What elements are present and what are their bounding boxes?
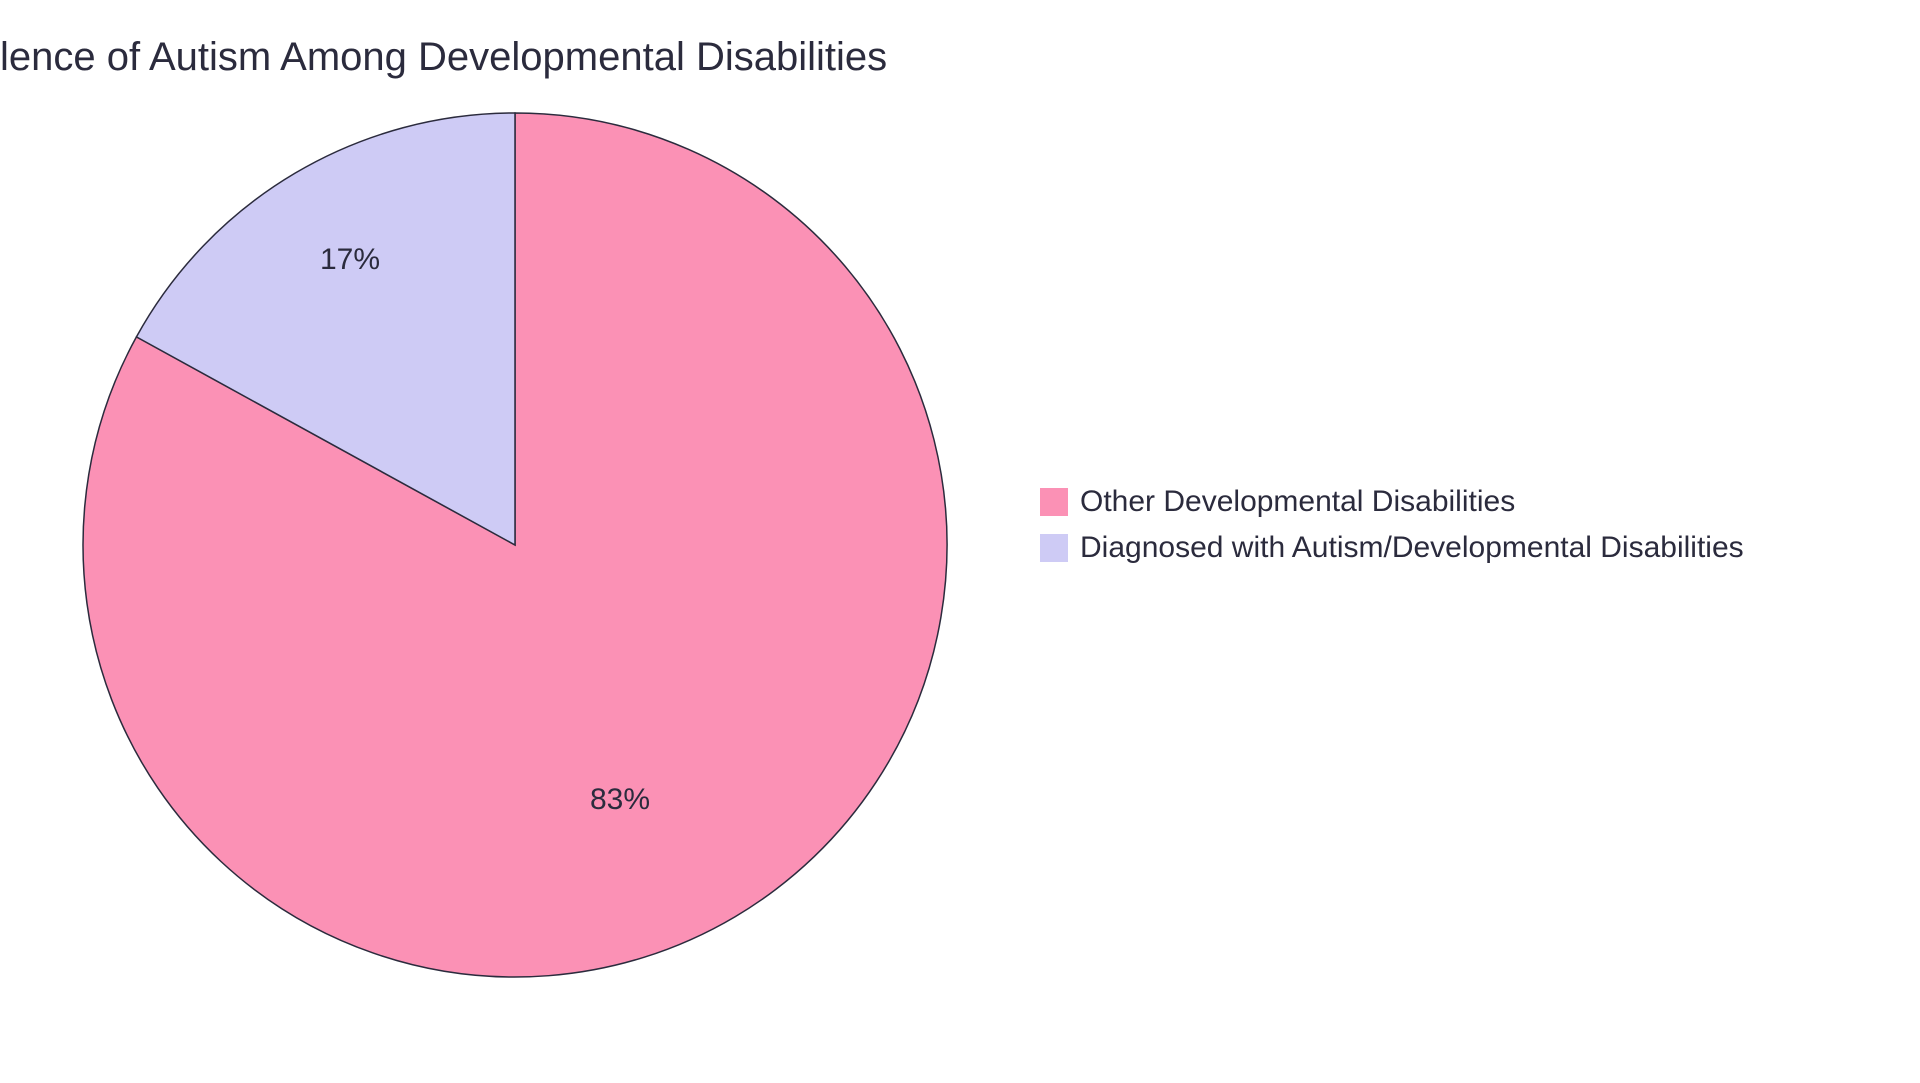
legend: Other Developmental Disabilities Diagnos… <box>1040 485 1744 577</box>
pie-chart: 83% 17% <box>80 110 950 980</box>
legend-label-0: Other Developmental Disabilities <box>1080 485 1515 519</box>
legend-item-0: Other Developmental Disabilities <box>1040 485 1744 519</box>
legend-label-1: Diagnosed with Autism/Developmental Disa… <box>1080 531 1744 565</box>
slice-label-1: 17% <box>320 243 380 277</box>
legend-item-1: Diagnosed with Autism/Developmental Disa… <box>1040 531 1744 565</box>
slice-label-0: 83% <box>590 783 650 817</box>
chart-title: lence of Autism Among Developmental Disa… <box>0 35 887 80</box>
pie-svg <box>80 110 950 980</box>
legend-swatch-0 <box>1040 488 1068 516</box>
legend-swatch-1 <box>1040 534 1068 562</box>
